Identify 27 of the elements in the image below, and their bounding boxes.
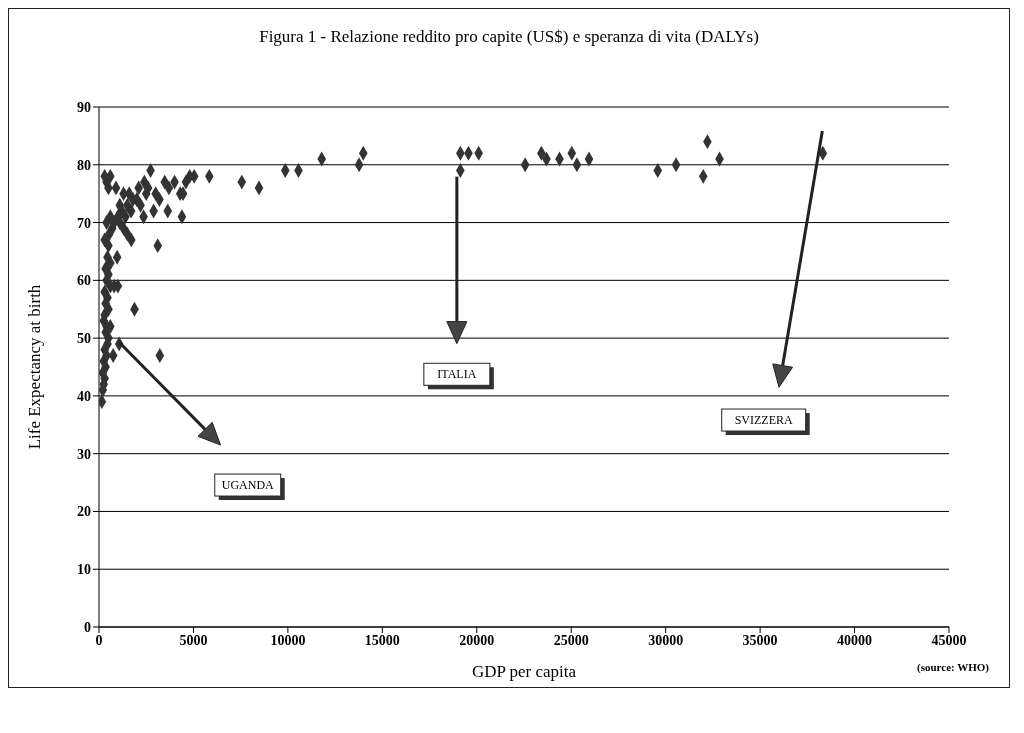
x-tick-label: 15000 bbox=[364, 632, 400, 648]
x-tick-label: 5000 bbox=[179, 632, 208, 648]
y-tick-label: 10 bbox=[77, 562, 91, 578]
annotation: ITALIA bbox=[437, 367, 477, 382]
text: (source: WHO) bbox=[917, 661, 989, 673]
x-tick-label: 40000 bbox=[837, 632, 873, 648]
y-tick-label: 70 bbox=[77, 215, 91, 231]
x-tick-label: 0 bbox=[95, 632, 103, 648]
y-tick-label: 90 bbox=[77, 99, 91, 115]
x-tick-label: 30000 bbox=[648, 632, 684, 648]
y-tick-label: 20 bbox=[77, 504, 91, 520]
y-tick-label: 40 bbox=[77, 388, 91, 404]
chart-title: Figura 1 - Relazione reddito pro capite (US$) e speranza di vita (DALYs) bbox=[258, 26, 760, 48]
annotation: UGANDA bbox=[221, 478, 275, 493]
x-tick-label: 25000 bbox=[553, 632, 589, 648]
y-axis-title: Life Expectancy at birth bbox=[25, 284, 45, 450]
y-tick-label: 0 bbox=[84, 619, 91, 635]
x-tick-label: 45000 bbox=[931, 632, 967, 648]
x-tick-label: 10000 bbox=[270, 632, 306, 648]
annotation: SVIZZERA bbox=[734, 413, 794, 428]
y-tick-label: 60 bbox=[77, 273, 91, 289]
y-tick-label: 30 bbox=[77, 446, 91, 462]
x-tick-label: 20000 bbox=[459, 632, 495, 648]
y-tick-label: 80 bbox=[77, 157, 91, 173]
x-tick-label: 35000 bbox=[742, 632, 778, 648]
x-axis-title: GDP per capita bbox=[471, 662, 577, 681]
y-tick-label: 50 bbox=[77, 331, 91, 347]
